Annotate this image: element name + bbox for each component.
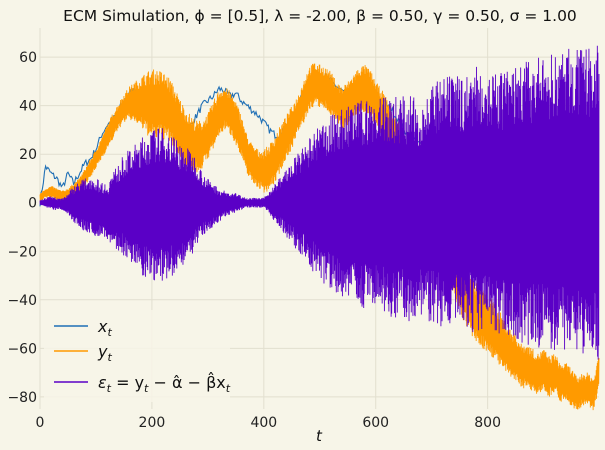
y-tick-label-5: 20 xyxy=(19,147,37,163)
y-tick-label-7: 60 xyxy=(19,50,37,66)
x-tick-label-3: 600 xyxy=(362,415,389,431)
legend: xt yt εt = yt − α̂ − β̂xt xyxy=(44,310,231,402)
x-axis-label: t xyxy=(316,427,323,445)
legend-label-x_t: xt xyxy=(97,317,112,339)
legend-label-epsilon_t: εt = yt − α̂ − β̂xt xyxy=(98,372,231,395)
y-tick-label-2: −40 xyxy=(7,293,37,309)
y-tick-label-6: 40 xyxy=(19,99,37,115)
series-line-y_t xyxy=(39,63,600,411)
series-line-epsilon_t xyxy=(39,45,600,360)
legend-label-y_t: yt xyxy=(97,342,112,364)
tick-labels: 0 200 400 600 800 −80 −60 −40 −20 0 20 40 60 xyxy=(7,50,501,431)
y-tick-label-3: −20 xyxy=(7,244,37,260)
x-tick-label-1: 200 xyxy=(139,415,166,431)
y-tick-label-4: 0 xyxy=(28,196,37,212)
y-tick-label-0: −80 xyxy=(7,390,37,406)
x-tick-label-4: 800 xyxy=(474,415,501,431)
series-epsilon_t xyxy=(39,45,600,360)
x-tick-label-2: 400 xyxy=(250,415,277,431)
x-tick-label-0: 0 xyxy=(36,415,45,431)
series-y_t xyxy=(39,63,600,411)
series-layer xyxy=(39,45,600,411)
chart-title: ECM Simulation, ϕ = [0.5], λ = -2.00, β … xyxy=(63,7,577,25)
y-tick-label-1: −60 xyxy=(7,341,37,357)
